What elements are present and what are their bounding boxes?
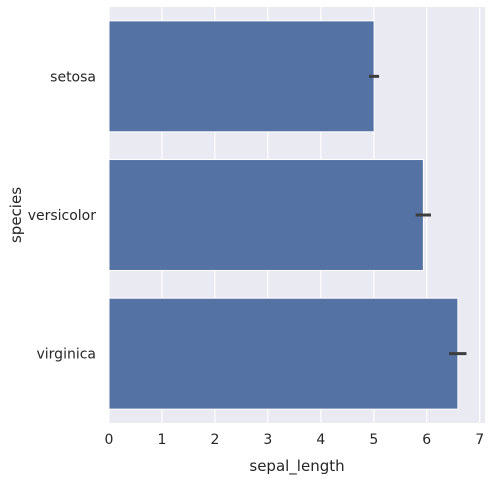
error-bars [369,74,467,356]
y-tick-label-virginica: virginica [37,347,97,363]
x-tick-label-0: 0 [105,432,114,448]
x-axis-label: sepal_length [249,457,344,476]
x-tick-label-3: 3 [263,432,272,448]
y-axis-label: species [7,187,25,243]
x-tick-label-1: 1 [157,432,166,448]
bar-virginica [108,297,459,410]
bars [108,20,459,410]
x-tick-label-5: 5 [369,432,378,448]
bar-versicolor [108,159,424,271]
x-tick-label-6: 6 [422,432,431,448]
x-tick-label-7: 7 [475,432,484,448]
y-tick-labels: setosa versicolor virginica [28,69,97,362]
y-tick-label-setosa: setosa [50,69,96,85]
x-tick-label-4: 4 [316,432,325,448]
bar-setosa [108,20,375,133]
x-tick-labels: 0 1 2 3 4 5 6 7 [105,432,485,448]
y-tick-label-versicolor: versicolor [28,208,97,224]
x-tick-label-2: 2 [210,432,219,448]
